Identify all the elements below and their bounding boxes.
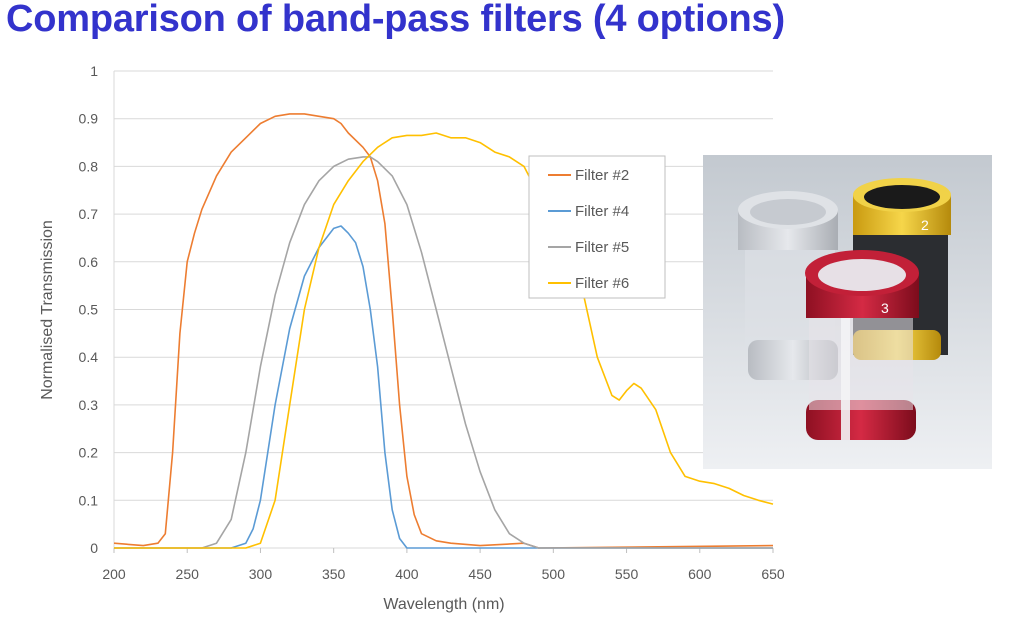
legend-label: Filter #2	[575, 167, 629, 184]
gridlines	[113, 70, 774, 553]
y-tick-label: 0.9	[79, 111, 99, 127]
x-tick-label: 450	[468, 566, 492, 582]
y-tick-label: 0.4	[79, 349, 99, 365]
filter-holders-photo: 2 3	[703, 155, 992, 469]
y-tick-label: 0.7	[79, 206, 99, 222]
slide-title: Comparison of band-pass filters (4 optio…	[6, 0, 785, 40]
x-tick-label: 550	[615, 566, 639, 582]
svg-text:3: 3	[881, 300, 889, 316]
y-tick-label: 0.6	[79, 254, 99, 270]
series-line-4	[114, 132, 774, 549]
legend-label: Filter #5	[575, 239, 629, 256]
x-tick-label: 250	[176, 566, 200, 582]
y-tick-label: 0.3	[79, 397, 99, 413]
x-tick-label: 600	[688, 566, 712, 582]
y-tick-label: 0	[90, 540, 98, 556]
y-tick-label: 1	[90, 63, 98, 79]
x-tick-label: 200	[102, 566, 126, 582]
y-tick-label: 0.8	[79, 158, 99, 174]
x-tick-label: 300	[249, 566, 273, 582]
series-line-3	[114, 156, 773, 549]
legend-label: Filter #4	[575, 203, 629, 220]
series-lines	[113, 113, 774, 549]
legend-label: Filter #6	[575, 275, 629, 292]
y-tick-label: 0.5	[79, 302, 99, 318]
series-line-2	[114, 225, 773, 549]
x-tick-label: 650	[761, 566, 785, 582]
y-tick-label: 0.1	[79, 492, 99, 508]
x-tick-label: 350	[322, 566, 346, 582]
x-tick-label: 400	[395, 566, 419, 582]
x-tick-labels: 200 250 300 350 400 450 500 550 600 650	[102, 566, 785, 582]
x-tick-label: 500	[542, 566, 566, 582]
legend: Filter #2 Filter #4 Filter #5 Filter #6	[528, 155, 666, 299]
y-tick-label: 0.2	[79, 445, 99, 461]
y-tick-labels: 0 0.1 0.2 0.3 0.4 0.5 0.6 0.7 0.8 0.9 1	[79, 63, 99, 556]
y-axis-label: Normalised Transmission	[39, 220, 56, 400]
x-axis-label: Wavelength (nm)	[383, 596, 504, 613]
svg-text:2: 2	[921, 217, 929, 233]
series-line-1	[113, 113, 774, 549]
